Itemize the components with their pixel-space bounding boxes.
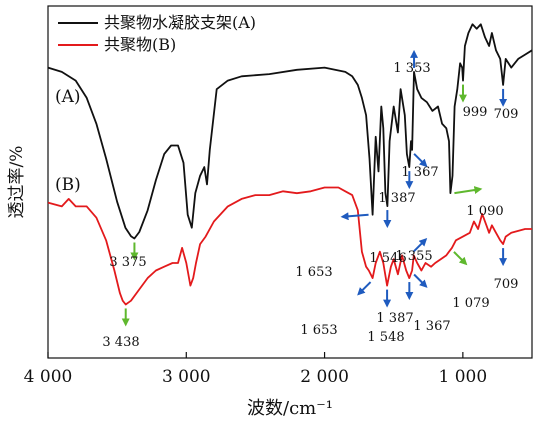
x-axis-label: 波数/cm⁻¹ [247, 398, 333, 419]
series-group [47, 23, 533, 306]
series-line-b [47, 186, 532, 306]
peak-label: 3 438 [102, 335, 139, 350]
peak-arrow [340, 212, 369, 221]
legend-label: 共聚物水凝胶支架(A) [104, 13, 256, 32]
peak-arrow [413, 273, 428, 288]
peak-label: 999 [463, 105, 488, 120]
x-tick-label: 1 000 [439, 367, 488, 387]
series-tag-b: (B) [55, 175, 81, 195]
peak-label: 1 079 [452, 296, 489, 311]
series-tag-a: (A) [55, 87, 81, 107]
peak-label: 1 367 [413, 319, 450, 334]
series-tags: (A) (B) [55, 87, 81, 195]
peak-label: 1 546 [369, 251, 406, 266]
x-axis-ticks: 4 000 3 000 2 000 1 000 [24, 352, 488, 387]
plot-frame [47, 5, 533, 359]
peak-label: 1 387 [378, 191, 415, 206]
peak-label: 709 [494, 277, 519, 292]
peak-label: 1 653 [300, 323, 337, 338]
peak-label: 709 [494, 107, 519, 122]
peak-label: 1 090 [466, 204, 503, 219]
series-line-a [47, 23, 533, 240]
peak-label: 1 653 [295, 265, 332, 280]
peak-label: 1 355 [395, 249, 432, 264]
peak-label: 1 353 [393, 61, 430, 76]
peak-arrow [453, 251, 468, 266]
peak-label: 3 375 [109, 255, 146, 270]
peak-label: 1 387 [376, 311, 413, 326]
peak-label: 1 367 [401, 165, 438, 180]
x-tick-label: 4 000 [24, 367, 73, 387]
x-tick-label: 3 000 [162, 367, 211, 387]
peak-label: 1 548 [367, 330, 404, 345]
legend: 共聚物水凝胶支架(A) 共聚物(B) [58, 13, 256, 54]
peak-arrow [413, 238, 428, 253]
x-tick-label: 2 000 [300, 367, 349, 387]
peak-arrow [454, 186, 483, 195]
y-axis-label: 透过率/% [7, 146, 27, 219]
peak-arrow [413, 153, 428, 168]
peak-arrow [357, 281, 372, 296]
legend-label: 共聚物(B) [104, 35, 176, 54]
